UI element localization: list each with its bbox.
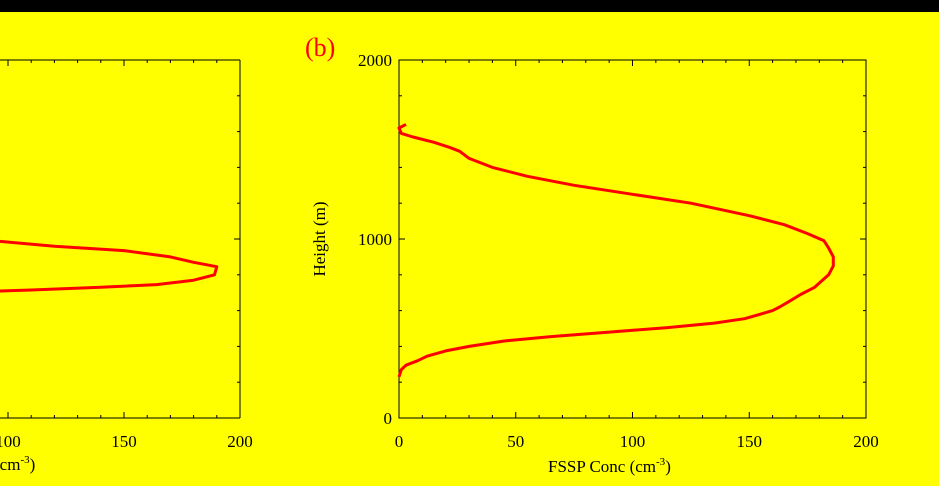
panel-b-x-tick-label: 100 (620, 432, 646, 451)
window-top-bar (0, 0, 939, 12)
panel-a-x-tick-label: 100 (0, 432, 21, 451)
panel-a-ticks (7, 60, 241, 418)
panel-a-series-line (0, 239, 219, 293)
panel-b-x-tick-label: 50 (507, 432, 524, 451)
panel-a-x-tick-label: 200 (227, 432, 253, 451)
panel-b-frame (398, 59, 867, 419)
panel-a: 100 150 200 (cm-3) (0, 59, 253, 474)
panel-b-x-axis-label: FSSP Conc (cm-3) (548, 456, 671, 476)
panel-b-label: (b) (305, 33, 335, 62)
panel-b-y-tick-label: 1000 (358, 230, 392, 249)
panel-b-ticks (398, 59, 867, 419)
panel-a-tick-labels: 100 150 200 (0, 432, 253, 451)
panel-b-series-line (397, 123, 835, 378)
panel-b-x-tick-label: 150 (737, 432, 763, 451)
panel-a-x-axis-label: (cm-3) (0, 454, 35, 474)
panel-b-x-tick-label: 200 (853, 432, 879, 451)
panel-b-y-axis-label: Height (m) (310, 201, 329, 276)
panel-b-y-tick-label: 0 (384, 409, 393, 428)
panel-b-y-tick-label: 2000 (358, 51, 392, 70)
panel-a-x-tick-label: 150 (111, 432, 137, 451)
panel-b-x-tick-label: 0 (395, 432, 404, 451)
